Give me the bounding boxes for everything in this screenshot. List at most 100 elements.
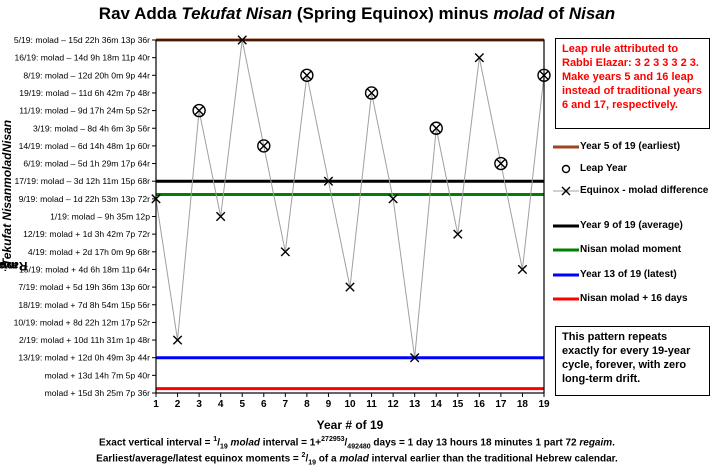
footnote2-part-6: interval earlier than the traditional He… [368, 453, 618, 465]
footnote1-part-6: interval = 1+ [260, 437, 322, 449]
x-axis-label: Year # of 19 [316, 418, 384, 432]
y-tick-label: 7/19: molad + 5d 19h 36m 13p 60r [18, 282, 150, 292]
x-tick-label: 6 [261, 399, 267, 410]
y-tick-label: molad + 15d 3h 25m 7p 36r [45, 388, 150, 398]
data-point [280, 247, 291, 257]
plot-frame [155, 39, 545, 394]
legend-line-brown [553, 145, 579, 149]
leap-year-marker [192, 103, 206, 118]
x-tick-label: 2 [175, 399, 181, 410]
cross-marker [366, 88, 377, 98]
y-tick-label: 11/19: molad – 9d 17h 24m 5p 52r [19, 106, 150, 116]
leap-year-marker [494, 156, 508, 171]
y-tick-label: 16/19: molad – 14d 9h 18m 11p 40r [14, 53, 150, 63]
y-tick-label: molad + 13d 14h 7m 5p 40r [45, 370, 150, 380]
leap-year-marker [300, 68, 314, 83]
footnote2-part-1: 2 [301, 452, 306, 459]
footnote2-part-5: molad [339, 453, 369, 465]
y-tick-label: 12/19: molad + 1d 3h 42m 7p 72r [23, 229, 150, 239]
series-line [155, 39, 545, 358]
legend-line-blue [553, 273, 579, 277]
y-tick-label: 19/19: molad – 11d 6h 42m 7p 48r [19, 88, 150, 98]
x-tick-label: 11 [366, 399, 377, 410]
footnote1-part-10: days = 1 day 13 hours 18 minutes 1 part … [370, 437, 580, 449]
series-segment [177, 110, 200, 341]
y-tick-label: 4/19: molad + 2d 17h 0m 9p 68r [28, 247, 150, 257]
y-tick-label: 9/19: molad – 1d 22h 53m 13p 72r [19, 194, 151, 204]
data-point [192, 103, 206, 118]
footnote1-part-11: regaim [579, 437, 613, 449]
legend-circle-icon [561, 164, 571, 174]
cross-marker [259, 141, 269, 151]
x-tick-label: 18 [517, 399, 529, 410]
data-point [429, 121, 443, 135]
series-segment [220, 39, 243, 217]
y-tick-label: 5/19: molad – 15d 22h 36m 13p 36r [14, 35, 150, 45]
cross-marker [431, 123, 441, 133]
y-tick-label: 2/19: molad + 10d 11h 31m 1p 48r [19, 335, 150, 345]
series-segment [349, 92, 373, 288]
reference-lines [156, 38, 544, 391]
x-tick-label: 12 [388, 399, 400, 410]
y-tick-label: 18/19: molad + 7d 8h 54m 15p 56r [18, 300, 150, 310]
chart-title: Rav Adda Tekufat Nisan (Spring Equinox) … [0, 4, 714, 24]
series-segment [198, 110, 222, 217]
legend-line-black [553, 224, 579, 228]
y-tick-label: 14/19: molad – 6d 14h 48m 1p 60r [19, 141, 151, 151]
legend-cross-line-icon [553, 186, 579, 196]
x-tick-label: 16 [474, 399, 486, 410]
series-segment [155, 198, 179, 341]
series-segment [414, 128, 437, 358]
series-segment [500, 163, 523, 270]
y-tick-label: 10/19: molad + 8d 22h 12m 17p 52r [14, 317, 151, 327]
title-part-5: Nisan [568, 4, 616, 23]
footnote1-part-2: / [217, 437, 220, 449]
data-point [345, 282, 355, 292]
data-point [215, 211, 226, 222]
legend-item-latest: Year 13 of 19 (latest) [553, 268, 714, 282]
x-tick-label: 14 [431, 399, 443, 410]
cross-marker [302, 70, 312, 80]
y-tick-label: 13/19: molad + 12d 0h 49m 3p 44r [18, 353, 150, 363]
y-tick-label: 6/19: molad – 5d 1h 29m 17p 64r [23, 159, 150, 169]
legend-item-earliest: Year 5 of 19 (earliest) [553, 140, 714, 154]
footnote2-part-3: 19 [308, 459, 317, 467]
x-tick-label: 5 [239, 399, 245, 410]
series-segment [327, 181, 351, 288]
cross-marker [345, 282, 355, 292]
legend-item-plus16: Nisan molad + 16 days [553, 292, 714, 306]
data-point [517, 264, 528, 275]
x-tick-label: 13 [409, 399, 421, 410]
cross-marker [280, 247, 291, 257]
footnote2-part-0: Earliest/average/latest equinox moments … [96, 453, 302, 465]
footnote1-part-3: 19 [219, 443, 228, 451]
series-segment [392, 198, 416, 358]
cross-marker [172, 335, 183, 345]
legend-label: Year 13 of 19 (latest) [580, 269, 677, 280]
leap-year-marker [429, 121, 443, 135]
footnote2-part-4: of a [316, 453, 340, 465]
series-segment [371, 92, 394, 199]
data-points [151, 35, 551, 363]
series-segment [435, 128, 459, 235]
leap-rule-note: Leap rule attributed to Rabbi Elazar: 3 … [555, 38, 710, 129]
data-point [388, 194, 398, 204]
x-tick-label: 15 [452, 399, 464, 410]
data-point [172, 335, 183, 345]
y-tick-label: 8/19: molad – 12d 20h 0m 9p 44r [23, 70, 150, 80]
legend-label: Year 5 of 19 (earliest) [580, 141, 681, 152]
x-tick-label: 3 [196, 399, 202, 410]
title-part-1: Tekufat Nisan [181, 4, 293, 23]
legend-label: Nisan molad moment [580, 244, 682, 255]
legend-label: Year 9 of 19 (average) [580, 220, 683, 231]
cross-marker [323, 176, 334, 186]
x-tick-label: 10 [344, 399, 356, 410]
data-point [323, 176, 334, 186]
data-point [474, 52, 485, 63]
footnote2-part-2: / [305, 453, 309, 465]
y-tick-label: 1/19: molad – 9h 35m 12p [50, 212, 150, 222]
legend: Year 5 of 19 (earliest) Leap Year Equino… [553, 0, 714, 468]
footnote1-part-1: 1 [213, 436, 218, 443]
footnote1-part-9: 492480 [347, 443, 371, 451]
pattern-note: This pattern repeats exactly for every 1… [555, 326, 710, 396]
